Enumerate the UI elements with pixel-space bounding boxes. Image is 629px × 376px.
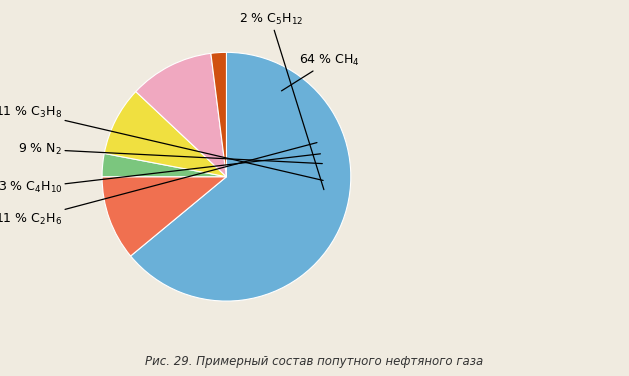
Text: 11 % C$_3$H$_8$: 11 % C$_3$H$_8$	[0, 105, 323, 180]
Wedge shape	[104, 92, 226, 177]
Text: 3 % C$_4$H$_{10}$: 3 % C$_4$H$_{10}$	[0, 154, 320, 196]
Text: 2 % C$_5$H$_{12}$: 2 % C$_5$H$_{12}$	[239, 12, 324, 190]
Wedge shape	[102, 177, 226, 256]
Wedge shape	[102, 153, 226, 177]
Wedge shape	[136, 53, 226, 177]
Wedge shape	[131, 52, 351, 301]
Text: 11 % C$_2$H$_6$: 11 % C$_2$H$_6$	[0, 143, 317, 227]
Text: 9 % N$_2$: 9 % N$_2$	[18, 142, 322, 164]
Text: Рис. 29. Примерный состав попутного нефтяного газа: Рис. 29. Примерный состав попутного нефт…	[145, 355, 484, 368]
Text: 64 % CH$_4$: 64 % CH$_4$	[282, 53, 360, 91]
Wedge shape	[211, 52, 226, 177]
